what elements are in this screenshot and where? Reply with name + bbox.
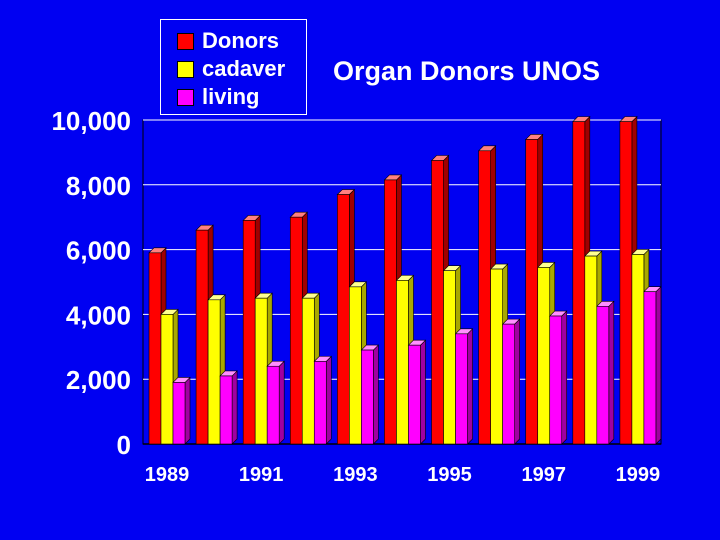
bar-cadaver-1990: [207, 299, 221, 445]
y-tick-label: 6,000: [66, 236, 131, 266]
bar-cadaver-1995: [443, 270, 456, 445]
legend-swatch-donors: [177, 32, 194, 50]
bar-living-1990: [219, 375, 233, 445]
bar-donors-1999: [619, 121, 633, 445]
bar-cadaver-1989: [160, 314, 174, 445]
bar-donors-1998: [572, 121, 586, 445]
bar-side: [561, 310, 568, 445]
bar-living-1989: [172, 382, 186, 445]
bar-side: [184, 376, 191, 445]
bar-living-1996: [502, 323, 515, 445]
y-tick-label: 10,000: [51, 106, 131, 136]
x-tick-label: 1999: [616, 464, 661, 486]
bar-side: [467, 328, 473, 445]
bar-side: [278, 360, 285, 445]
bar-side: [608, 300, 615, 445]
legend-swatch-cadaver: [177, 60, 194, 78]
x-tick-label: 1995: [427, 464, 472, 486]
y-tick-label: 2,000: [66, 365, 131, 395]
bar-side: [655, 285, 662, 445]
legend-item-living: living: [177, 84, 259, 110]
bar-living-1992: [313, 361, 327, 445]
bar-side: [373, 344, 379, 445]
legend-label-donors: Donors: [202, 28, 279, 53]
bar-living-1994: [408, 344, 421, 445]
x-tick-label: 1993: [333, 464, 378, 486]
bar-donors-1994: [384, 179, 397, 445]
y-tick-label: 0: [117, 430, 131, 460]
y-tick-label: 4,000: [66, 300, 131, 330]
x-tick-label: 1997: [521, 464, 566, 486]
bar-cadaver-1997: [537, 267, 551, 445]
bar-side: [514, 318, 520, 445]
x-tick-label: 1989: [145, 464, 190, 486]
bar-cadaver-1994: [396, 280, 409, 445]
chart-title: Organ Donors UNOS: [333, 56, 601, 86]
bar-cadaver-1992: [301, 297, 315, 445]
legend-item-cadaver: cadaver: [177, 56, 285, 82]
legend: Donors cadaver living: [160, 19, 307, 115]
bar-cadaver-1996: [490, 268, 503, 445]
legend-label-living: living: [202, 84, 260, 109]
bar-donors-1991: [242, 220, 256, 445]
bar-cadaver-1999: [631, 254, 645, 445]
y-tick-label: 8,000: [66, 171, 131, 201]
bar-living-1998: [596, 305, 610, 445]
bar-cadaver-1993: [349, 286, 362, 445]
bar-donors-1990: [195, 229, 209, 445]
bar-cadaver-1998: [584, 255, 598, 445]
bar-side: [231, 370, 238, 445]
bar-living-1995: [455, 333, 468, 445]
bar-side: [325, 355, 332, 445]
bar-living-1999: [643, 291, 657, 445]
bar-donors-1992: [289, 216, 303, 445]
bar-donors-1989: [148, 252, 162, 445]
bar-living-1991: [266, 365, 280, 445]
legend-swatch-living: [177, 88, 194, 106]
bar-side: [420, 339, 426, 445]
bar-donors-1995: [431, 160, 444, 445]
bar-living-1993: [361, 349, 374, 445]
bar-donors-1993: [337, 194, 350, 445]
bar-donors-1996: [478, 150, 491, 445]
bar-cadaver-1991: [254, 297, 268, 445]
legend-item-donors: Donors: [177, 28, 279, 54]
legend-label-cadaver: cadaver: [202, 56, 286, 81]
bar-living-1997: [549, 315, 563, 445]
x-tick-label: 1991: [239, 464, 284, 486]
bar-donors-1997: [525, 139, 539, 445]
